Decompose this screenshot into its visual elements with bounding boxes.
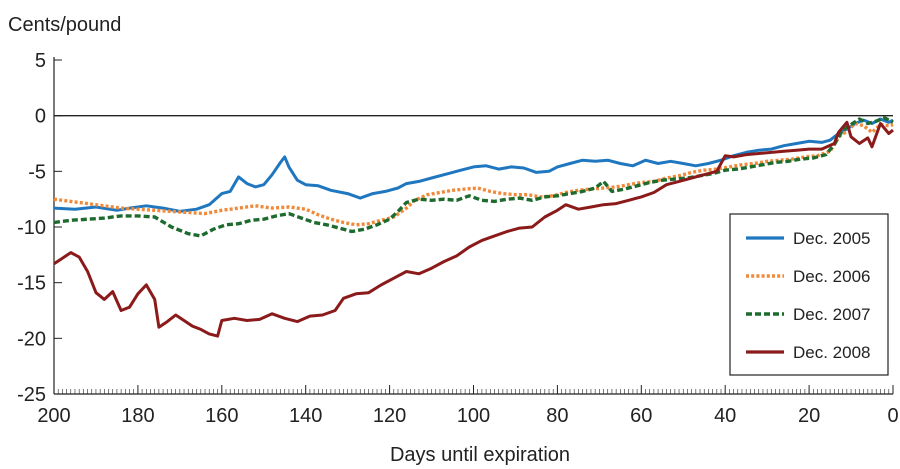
y-tick-label: -25: [17, 384, 46, 406]
legend-label: Dec. 2006: [793, 267, 871, 286]
series-line-4: [53, 120, 894, 338]
axes: 200 180 160 140 120 100 80 60 40 20 050-5-10-15-20…: [17, 50, 898, 427]
x-tick-label: 60: [630, 405, 652, 427]
series-line-2: [53, 121, 894, 227]
y-tick-label: -10: [17, 217, 46, 239]
y-axis-label: Cents/pound: [8, 14, 121, 36]
x-tick-label: 20: [798, 405, 820, 427]
x-axis-label: Days until expiration: [390, 444, 570, 466]
series-layer: [53, 116, 894, 338]
x-tick-label: 140: [289, 405, 322, 427]
y-tick-label: -20: [17, 328, 46, 350]
x-tick-label: 0: [887, 405, 898, 427]
y-tick-label: 0: [35, 106, 46, 128]
x-tick-label: 120: [373, 405, 406, 427]
legend-label: Dec. 2005: [793, 229, 871, 248]
legend-label: Dec. 2007: [793, 305, 871, 324]
x-tick-label: 40: [714, 405, 736, 427]
x-tick-label: 100: [457, 405, 490, 427]
legend: Dec. 2005 Dec. 2006 Dec. 2007 Dec. 2008: [729, 213, 889, 376]
legend-label: Dec. 2008: [793, 343, 871, 362]
legend-box: [729, 213, 889, 376]
series-line-3: [53, 116, 894, 238]
y-tick-label: 5: [35, 50, 46, 72]
y-tick-label: -15: [17, 273, 46, 295]
x-tick-label: 180: [121, 405, 154, 427]
x-tick-label: 80: [546, 405, 568, 427]
x-tick-label: 160: [205, 405, 238, 427]
series-line-1: [53, 117, 894, 213]
x-tick-label: 200: [37, 405, 70, 427]
y-tick-label: -5: [28, 161, 46, 183]
